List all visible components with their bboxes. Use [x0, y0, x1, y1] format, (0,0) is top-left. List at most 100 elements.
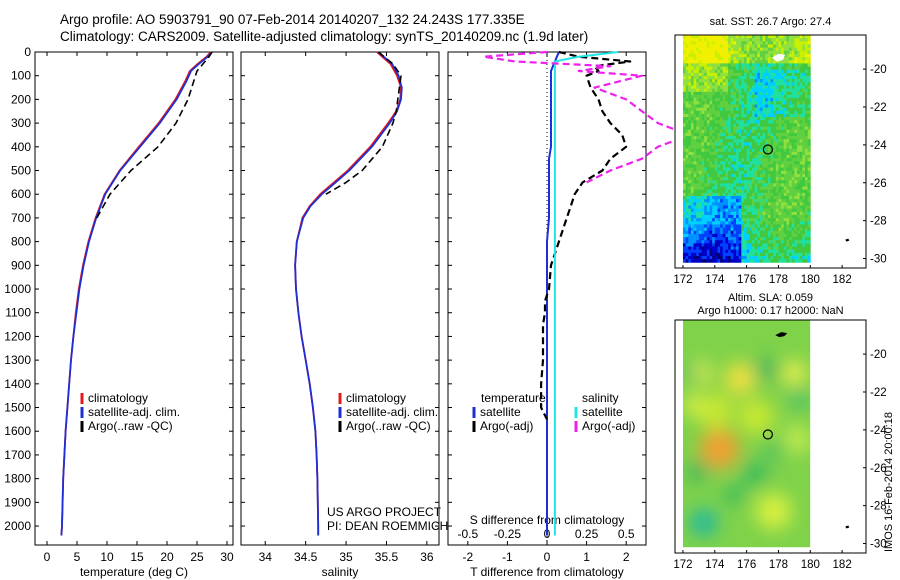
sst-cell — [685, 139, 689, 143]
sst-cell — [773, 50, 777, 55]
sst-cell — [741, 91, 745, 96]
sst-cell — [789, 57, 793, 61]
sst-cell — [741, 196, 745, 200]
sst-cell — [770, 101, 774, 105]
sst-cell — [751, 44, 755, 49]
sst-cell — [722, 79, 726, 83]
sst-cell — [773, 94, 777, 99]
sst-cell — [709, 129, 713, 134]
sst-cell — [738, 94, 742, 99]
sst-cell — [685, 88, 689, 93]
sst-cell — [746, 57, 750, 61]
sst-cell — [717, 170, 721, 175]
sst-cell — [722, 218, 726, 222]
sst-cell — [759, 173, 763, 178]
sst-cell — [706, 161, 710, 165]
sst-cell — [807, 186, 811, 191]
sst-cell — [783, 192, 787, 197]
sst-cell — [704, 132, 708, 137]
sst-cell — [754, 240, 758, 244]
sst-cell — [773, 88, 777, 93]
sst-cell — [802, 192, 806, 197]
sst-cell — [794, 224, 798, 228]
sst-cell — [754, 38, 758, 42]
sst-cell — [751, 101, 755, 105]
sst-cell — [709, 192, 713, 197]
sst-cell — [701, 110, 705, 115]
sst-cell — [770, 85, 774, 90]
sst-cell — [789, 186, 793, 191]
sst-cell — [789, 85, 793, 90]
sst-cell — [743, 214, 748, 219]
sst-cell — [685, 85, 689, 90]
sst-cell — [797, 44, 801, 49]
sst-cell — [688, 221, 692, 225]
sst-cell — [781, 63, 785, 67]
sst-cell — [717, 126, 721, 131]
sst-cell — [690, 177, 694, 181]
sst-cell — [762, 129, 766, 134]
sst-cell — [690, 72, 694, 77]
sst-cell — [783, 35, 787, 39]
sst-cell — [781, 202, 785, 206]
sst-cell — [706, 214, 710, 219]
sst-cell — [709, 218, 713, 222]
sst-cell — [791, 189, 795, 194]
sst-cell — [783, 189, 787, 194]
sst-cell — [725, 94, 729, 99]
sst-cell — [738, 57, 742, 61]
sst-cell — [759, 98, 763, 102]
sst-cell — [706, 224, 710, 228]
sst-cell — [799, 98, 803, 102]
sst-cell — [701, 177, 705, 181]
sst-cell — [701, 123, 705, 127]
sst-cell — [696, 101, 700, 105]
sst-cell — [749, 151, 753, 156]
sst-cell — [757, 158, 761, 162]
sst-cell — [797, 38, 801, 42]
sst-cell — [709, 151, 713, 156]
sst-cell — [759, 132, 763, 137]
sst-cell — [797, 224, 801, 228]
sst-cell — [765, 154, 769, 159]
sla-blobs — [682, 358, 811, 537]
sst-cell — [781, 224, 785, 228]
sst-cell — [738, 199, 742, 203]
sst-cell — [690, 237, 694, 241]
sla-anomaly — [783, 425, 811, 454]
legend-label: climatology — [88, 391, 148, 405]
sst-cell — [762, 218, 766, 222]
sst-cell — [789, 154, 793, 159]
sst-cell — [693, 82, 697, 86]
sst-cell — [696, 154, 700, 159]
sst-cell — [682, 63, 687, 67]
sst-cell — [736, 88, 740, 93]
sst-cell — [730, 208, 734, 213]
sst-cell — [786, 76, 790, 80]
sst-cell — [786, 107, 790, 112]
sst-cell — [736, 72, 740, 77]
sst-cell — [767, 44, 771, 49]
sst-cell — [751, 136, 755, 140]
map-x-tick-label: 182 — [833, 559, 852, 571]
sst-cell — [746, 192, 750, 197]
sst-cell — [754, 117, 758, 121]
sla-anomaly — [696, 392, 733, 429]
sst-cell — [704, 57, 708, 61]
sst-cell — [693, 177, 697, 181]
sst-cell — [736, 249, 740, 254]
sst-cell — [704, 158, 708, 162]
sst-cell — [717, 63, 721, 67]
sst-cell — [736, 186, 740, 191]
sst-cell — [725, 41, 729, 45]
sst-cell — [794, 202, 798, 206]
sst-cell — [804, 158, 809, 162]
sst-cell — [759, 126, 763, 131]
sst-cell — [807, 38, 811, 42]
sst-cell — [773, 161, 777, 165]
sst-cell — [701, 180, 705, 184]
sst-cell — [733, 66, 737, 71]
sst-cell — [712, 164, 716, 168]
sst-cell — [685, 211, 689, 216]
sst-cell — [807, 208, 811, 213]
